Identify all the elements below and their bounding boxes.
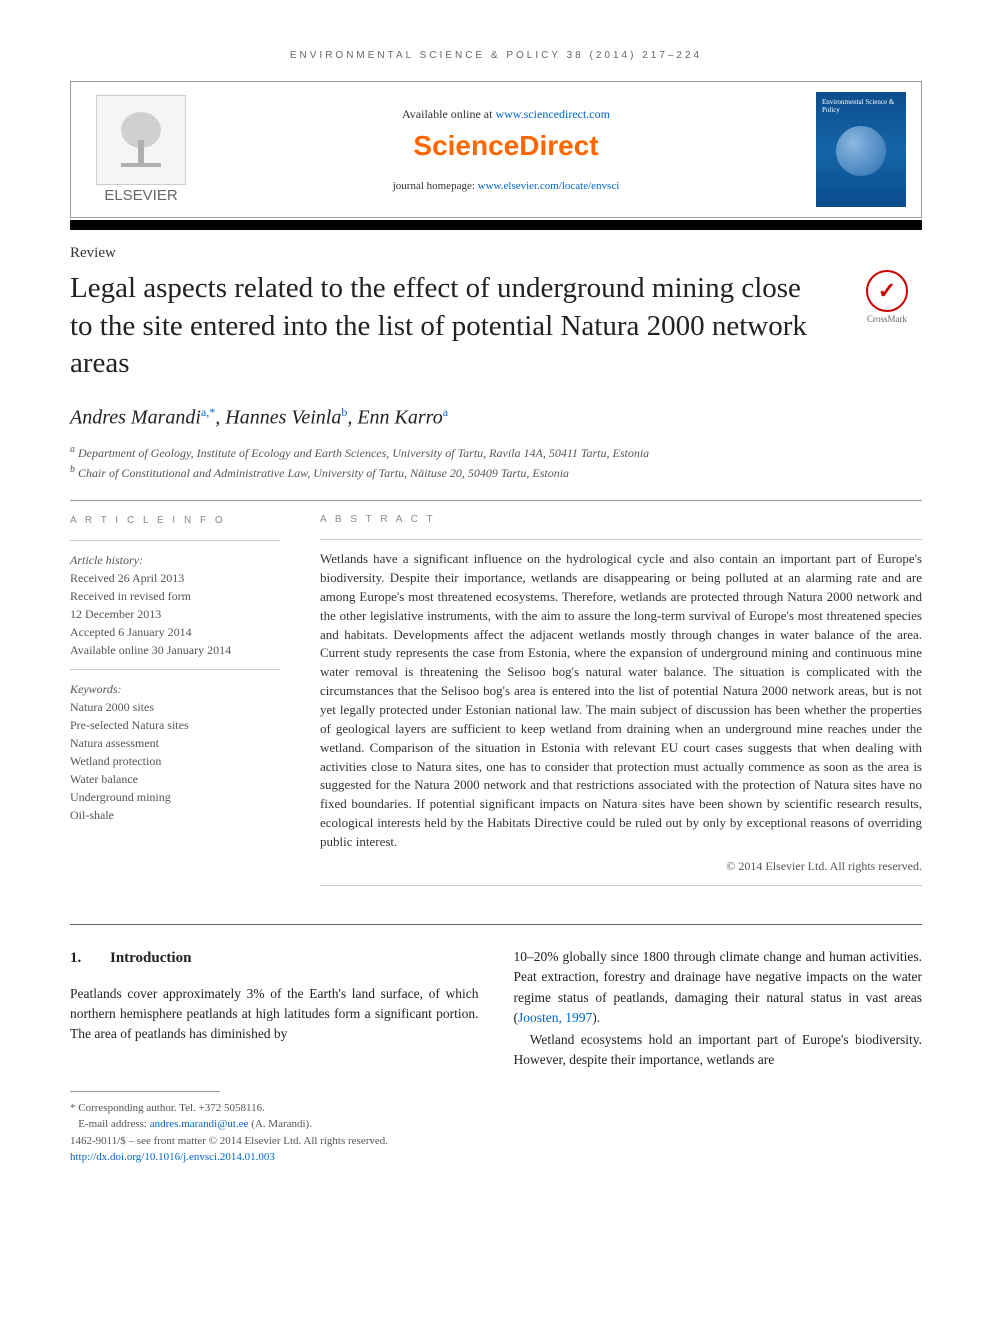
cover-title: Environmental Science & Policy <box>822 98 900 114</box>
crossmark-icon: ✓ <box>866 270 908 312</box>
keyword: Pre-selected Natura sites <box>70 716 280 734</box>
affiliation-a: a Department of Geology, Institute of Ec… <box>70 442 922 462</box>
section-number: 1. <box>70 947 110 970</box>
issn-line: 1462-9011/$ – see front matter © 2014 El… <box>70 1133 922 1150</box>
keywords-label: Keywords: <box>70 680 280 698</box>
black-separator-bar <box>70 220 922 230</box>
footer-divider <box>70 1091 220 1092</box>
intro-paragraph-1: Peatlands cover approximately 3% of the … <box>70 984 479 1045</box>
affil-b-sup: b <box>70 464 75 475</box>
info-divider <box>70 540 280 541</box>
revised-line1: Received in revised form <box>70 587 280 605</box>
body-divider <box>70 924 922 925</box>
abstract-divider <box>320 539 922 540</box>
keyword: Water balance <box>70 770 280 788</box>
section-heading: 1.Introduction <box>70 947 479 970</box>
author-1: Andres Marandi <box>70 407 201 429</box>
corresponding-author: * Corresponding author. Tel. +372 505811… <box>70 1100 922 1117</box>
available-online-text: Available online at www.sciencedirect.co… <box>196 107 816 122</box>
online-date: Available online 30 January 2014 <box>70 641 280 659</box>
abstract-heading: A B S T R A C T <box>320 513 922 528</box>
email-link[interactable]: andres.marandi@ut.ee <box>150 1118 249 1130</box>
section-title: Introduction <box>110 950 191 966</box>
available-label: Available online at <box>402 107 495 121</box>
elsevier-tree-icon <box>96 95 186 185</box>
author-3: , Enn Karro <box>347 407 442 429</box>
homepage-line: journal homepage: www.elsevier.com/locat… <box>196 180 816 192</box>
authors-line: Andres Marandia,*, Hannes Veinlab, Enn K… <box>70 405 922 430</box>
banner-center: Available online at www.sciencedirect.co… <box>196 107 816 192</box>
article-info-heading: A R T I C L E I N F O <box>70 513 280 528</box>
abstract-text: Wetlands have a significant influence on… <box>320 550 922 852</box>
intro-paragraph-2: Wetland ecosystems hold an important par… <box>514 1030 923 1071</box>
doi-link[interactable]: http://dx.doi.org/10.1016/j.envsci.2014.… <box>70 1149 922 1166</box>
author-2: , Hannes Veinla <box>215 407 341 429</box>
article-info-column: A R T I C L E I N F O Article history: R… <box>70 513 280 896</box>
divider <box>70 500 922 501</box>
affil-b-text: Chair of Constitutional and Administrati… <box>78 466 569 480</box>
crossmark-label: CrossMark <box>852 314 922 324</box>
article-title: Legal aspects related to the effect of u… <box>70 270 852 383</box>
keyword: Oil-shale <box>70 806 280 824</box>
email-label: E-mail address: <box>78 1118 149 1130</box>
citation-link[interactable]: Joosten, 1997 <box>518 1010 592 1025</box>
check-icon: ✓ <box>878 278 896 304</box>
keyword: Underground mining <box>70 788 280 806</box>
received-date: Received 26 April 2013 <box>70 569 280 587</box>
abstract-column: A B S T R A C T Wetlands have a signific… <box>320 513 922 896</box>
body-column-right: 10–20% globally since 1800 through clima… <box>514 947 923 1071</box>
body-column-left: 1.Introduction Peatlands cover approxima… <box>70 947 479 1071</box>
history-label: Article history: <box>70 551 280 569</box>
affiliation-b: b Chair of Constitutional and Administra… <box>70 462 922 482</box>
affil-a-text: Department of Geology, Institute of Ecol… <box>78 446 649 460</box>
keyword: Natura 2000 sites <box>70 698 280 716</box>
accepted-date: Accepted 6 January 2014 <box>70 623 280 641</box>
sciencedirect-url[interactable]: www.sciencedirect.com <box>495 107 610 121</box>
body-two-column: 1.Introduction Peatlands cover approxima… <box>70 947 922 1071</box>
info-divider <box>70 669 280 670</box>
footer-notes: * Corresponding author. Tel. +372 505811… <box>70 1100 922 1166</box>
affil-a-sup: a <box>70 444 75 455</box>
journal-banner: ELSEVIER Available online at www.science… <box>70 81 922 218</box>
email-attribution: (A. Marandi). <box>248 1118 312 1130</box>
intro-paragraph-1-cont: 10–20% globally since 1800 through clima… <box>514 947 923 1028</box>
keyword: Wetland protection <box>70 752 280 770</box>
author-3-affil: a <box>443 405 448 419</box>
email-line: E-mail address: andres.marandi@ut.ee (A.… <box>70 1116 922 1133</box>
cover-globe-icon <box>836 126 886 176</box>
homepage-label: journal homepage: <box>393 180 478 192</box>
elsevier-text: ELSEVIER <box>86 187 196 204</box>
elsevier-logo: ELSEVIER <box>86 95 196 204</box>
article-type: Review <box>70 245 922 262</box>
journal-cover-thumbnail: Environmental Science & Policy <box>816 92 906 207</box>
abstract-bottom-divider <box>320 885 922 886</box>
abstract-copyright: © 2014 Elsevier Ltd. All rights reserved… <box>320 858 922 875</box>
para-text-end: ). <box>592 1010 600 1025</box>
crossmark-badge[interactable]: ✓ CrossMark <box>852 270 922 324</box>
affiliations: a Department of Geology, Institute of Ec… <box>70 442 922 482</box>
revised-line2: 12 December 2013 <box>70 605 280 623</box>
homepage-url[interactable]: www.elsevier.com/locate/envsci <box>478 180 620 192</box>
journal-citation-header: ENVIRONMENTAL SCIENCE & POLICY 38 (2014)… <box>70 50 922 61</box>
author-1-affil: a,* <box>201 405 215 419</box>
sciencedirect-logo[interactable]: ScienceDirect <box>196 130 816 162</box>
keyword: Natura assessment <box>70 734 280 752</box>
